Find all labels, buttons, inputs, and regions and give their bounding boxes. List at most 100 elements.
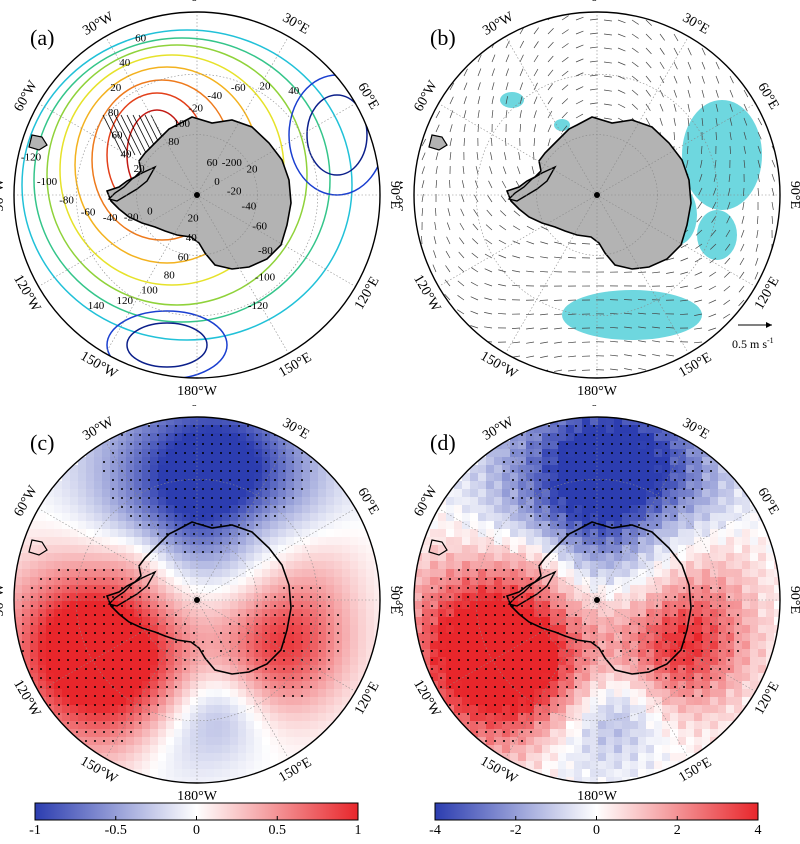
heat-cell	[214, 657, 223, 666]
heat-cell	[686, 705, 695, 714]
heat-cell	[78, 545, 87, 554]
heat-cell	[174, 457, 183, 466]
heat-cell	[102, 521, 111, 530]
heat-cell	[278, 529, 287, 538]
heat-cell	[718, 745, 727, 754]
heat-cell	[294, 489, 303, 498]
heat-cell	[574, 697, 583, 706]
heat-cell	[198, 601, 207, 610]
heat-cell	[574, 489, 583, 498]
heat-cell	[318, 657, 327, 666]
heat-cell	[78, 649, 87, 658]
heat-cell	[326, 521, 335, 530]
heat-cell	[534, 753, 543, 762]
heat-cell	[166, 465, 175, 474]
heat-cell	[198, 417, 207, 426]
heat-cell	[734, 689, 743, 698]
heat-cell	[678, 497, 687, 506]
heat-cell	[198, 513, 207, 522]
heat-cell	[430, 625, 439, 634]
heat-cell	[246, 745, 255, 754]
heat-cell	[542, 465, 551, 474]
heat-cell	[342, 625, 351, 634]
heat-cell	[678, 577, 687, 586]
heat-cell	[182, 681, 191, 690]
heat-cell	[574, 745, 583, 754]
heat-cell	[574, 657, 583, 666]
heat-cell	[526, 481, 535, 490]
heat-cell	[558, 521, 567, 530]
heat-cell	[614, 689, 623, 698]
heat-cell	[702, 489, 711, 498]
heat-cell	[206, 553, 215, 562]
heat-cell	[182, 697, 191, 706]
heat-cell	[286, 545, 295, 554]
heat-cell	[334, 505, 343, 514]
heat-cell	[110, 489, 119, 498]
heat-cell	[582, 425, 591, 434]
heat-cell	[558, 665, 567, 674]
heat-cell	[254, 561, 263, 570]
heat-cell	[654, 529, 663, 538]
heat-cell	[630, 473, 639, 482]
heat-cell	[174, 561, 183, 570]
heat-cell	[54, 537, 63, 546]
heat-cell	[294, 513, 303, 522]
heat-cell	[118, 753, 127, 762]
heat-cell	[710, 745, 719, 754]
heat-cell	[350, 657, 359, 666]
heat-cell	[726, 497, 735, 506]
heat-cell	[358, 537, 367, 546]
heat-cell	[526, 673, 535, 682]
heat-cell	[438, 529, 447, 538]
heat-cell	[206, 489, 215, 498]
heat-cell	[182, 441, 191, 450]
heat-cell	[750, 673, 759, 682]
heat-cell	[630, 537, 639, 546]
heat-cell	[486, 569, 495, 578]
heat-cell	[134, 665, 143, 674]
heat-cell	[206, 649, 215, 658]
heat-cell	[438, 577, 447, 586]
heat-cell	[326, 657, 335, 666]
heat-cell	[374, 561, 383, 570]
heat-cell	[118, 561, 127, 570]
heat-cell	[694, 569, 703, 578]
heat-cell	[222, 721, 231, 730]
heat-cell	[526, 633, 535, 642]
heat-cell	[54, 697, 63, 706]
heat-cell	[502, 505, 511, 514]
heat-cell	[470, 489, 479, 498]
heat-cell	[270, 489, 279, 498]
heat-cell	[334, 553, 343, 562]
heat-cell	[78, 705, 87, 714]
heat-cell	[230, 705, 239, 714]
heat-cell	[254, 729, 263, 738]
heat-cell	[150, 489, 159, 498]
heat-cell	[486, 737, 495, 746]
heat-cell	[694, 553, 703, 562]
heat-cell	[438, 561, 447, 570]
heat-cell	[54, 585, 63, 594]
heat-cell	[198, 489, 207, 498]
heat-cell	[318, 649, 327, 658]
contour-label: 60	[112, 129, 124, 141]
contour-label: 80	[168, 136, 180, 148]
heat-cell	[654, 713, 663, 722]
heat-cell	[638, 737, 647, 746]
lon-label: 0°	[191, 0, 204, 5]
heat-cell	[742, 713, 751, 722]
heat-cell	[86, 601, 95, 610]
heat-cell	[686, 729, 695, 738]
heat-cell	[94, 473, 103, 482]
heat-cell	[182, 769, 191, 778]
heat-cell	[646, 729, 655, 738]
heat-cell	[670, 673, 679, 682]
heat-cell	[462, 561, 471, 570]
heat-cell	[518, 745, 527, 754]
heat-cell	[222, 713, 231, 722]
heat-cell	[774, 601, 783, 610]
heat-cell	[230, 721, 239, 730]
heat-cell	[158, 737, 167, 746]
heat-cell	[734, 729, 743, 738]
